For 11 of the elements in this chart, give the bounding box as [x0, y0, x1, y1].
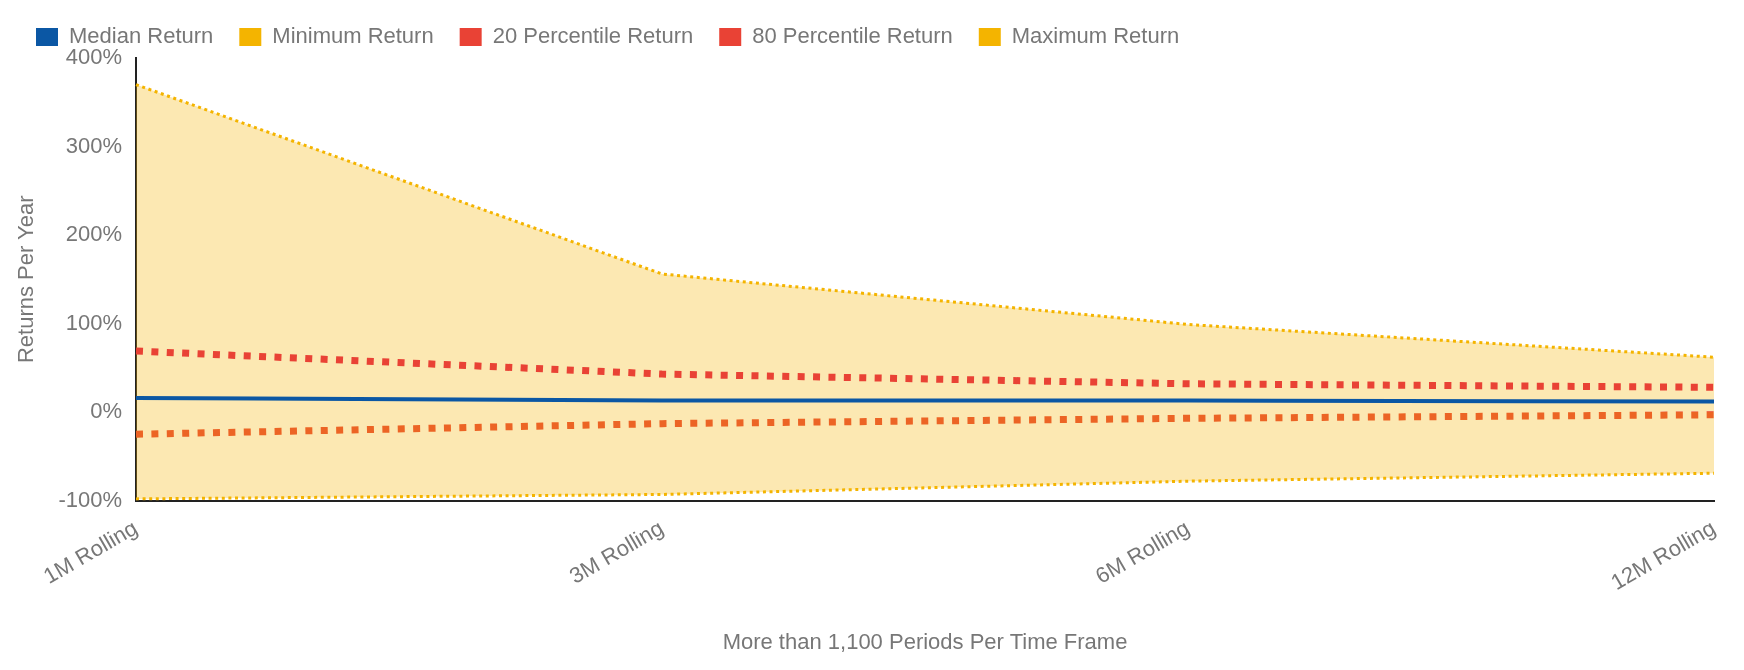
- x-axis-title: More than 1,100 Periods Per Time Frame: [722, 628, 1128, 654]
- legend-label: Maximum Return: [1011, 23, 1180, 49]
- y-tick-label: 100%: [65, 309, 122, 335]
- legend-label: Minimum Return: [272, 23, 434, 49]
- y-tick-label: 300%: [65, 132, 122, 158]
- y-tick-label: -100%: [58, 486, 122, 512]
- legend-label: 20 Percentile Return: [492, 23, 694, 49]
- y-tick-label: 0%: [90, 398, 122, 424]
- legend-label: 80 Percentile Return: [752, 23, 953, 49]
- y-tick-label: 200%: [65, 221, 122, 247]
- y-axis-title: Returns Per Year: [13, 195, 39, 364]
